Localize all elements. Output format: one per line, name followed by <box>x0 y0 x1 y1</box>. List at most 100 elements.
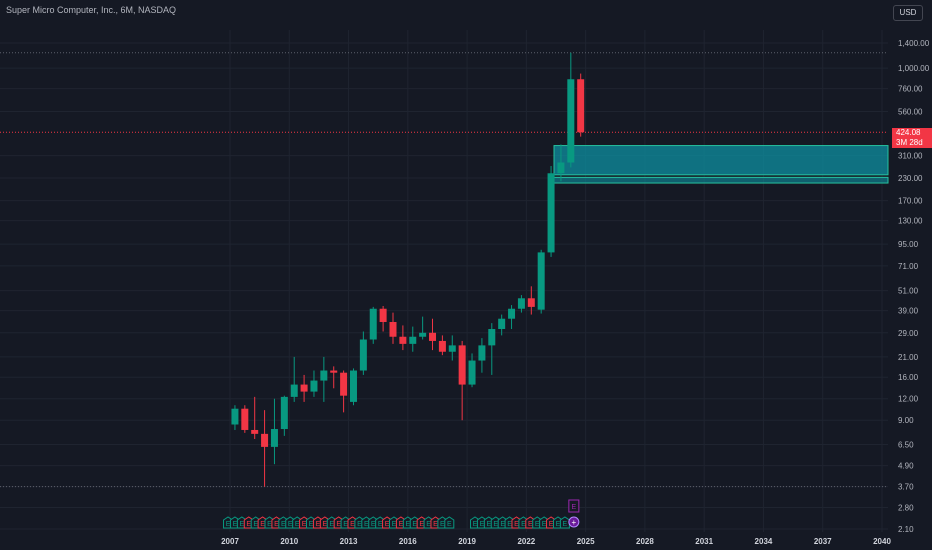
demand-zone <box>553 176 889 184</box>
earnings-letter: E <box>246 521 251 528</box>
earnings-letter: E <box>507 521 512 528</box>
candle-body <box>280 396 288 430</box>
candle-body <box>330 370 338 373</box>
earnings-letter: E <box>267 521 272 528</box>
earnings-letter: E <box>563 521 568 528</box>
earnings-letter: E <box>486 521 491 528</box>
x-tick-label: 2034 <box>755 537 773 546</box>
candle-body <box>349 370 357 402</box>
y-tick-label: 39.00 <box>898 307 919 316</box>
earnings-letter: E <box>226 521 231 528</box>
earnings-letter: E <box>274 521 279 528</box>
candle-body <box>300 384 308 392</box>
y-tick-label: 1,000.00 <box>898 64 930 73</box>
earnings-letter: E <box>405 521 410 528</box>
earnings-letter: E <box>419 521 424 528</box>
plus-icon: + <box>572 518 577 527</box>
candle-body <box>508 308 516 319</box>
candle-body <box>577 79 585 133</box>
y-tick-label: 760.00 <box>898 85 923 94</box>
y-tick-label: 230.00 <box>898 174 923 183</box>
candle-body <box>567 79 575 163</box>
earnings-letter: E <box>412 521 417 528</box>
earnings-letter: E <box>426 521 431 528</box>
candle-body <box>438 340 446 352</box>
earnings-letter: E <box>378 521 383 528</box>
currency-button[interactable]: USD <box>893 5 923 21</box>
next-earnings-letter: E <box>572 504 577 511</box>
candle-body <box>537 252 545 310</box>
candle-body <box>320 370 328 381</box>
earnings-letter: E <box>556 521 561 528</box>
earnings-letter: E <box>260 521 265 528</box>
earnings-letter: E <box>233 521 238 528</box>
x-tick-label: 2013 <box>340 537 358 546</box>
earnings-marker: E <box>444 516 455 529</box>
candle-body <box>488 329 496 346</box>
y-tick-label: 29.00 <box>898 329 919 338</box>
candle-body <box>231 408 239 425</box>
earnings-letter: E <box>288 521 293 528</box>
y-tick-label: 51.00 <box>898 287 919 296</box>
x-tick-label: 2040 <box>873 537 891 546</box>
earnings-letter: E <box>521 521 526 528</box>
x-tick-label: 2025 <box>577 537 595 546</box>
candle-body <box>399 336 407 344</box>
x-tick-label: 2007 <box>221 537 239 546</box>
earnings-letter: E <box>433 521 438 528</box>
candle-body <box>409 336 417 344</box>
candle-body <box>270 429 278 447</box>
candle-body <box>527 298 535 307</box>
earnings-letter: E <box>316 521 321 528</box>
candle-body <box>478 345 486 361</box>
y-tick-label: 2.10 <box>898 525 914 534</box>
y-tick-label: 71.00 <box>898 262 919 271</box>
y-tick-label: 170.00 <box>898 197 923 206</box>
x-tick-label: 2010 <box>280 537 298 546</box>
candle-body <box>290 384 298 397</box>
earnings-letter: E <box>399 521 404 528</box>
earnings-letter: E <box>371 521 376 528</box>
earnings-letter: E <box>473 521 478 528</box>
earnings-letter: E <box>309 521 314 528</box>
earnings-letter: E <box>295 521 300 528</box>
earnings-letter: E <box>440 521 445 528</box>
earnings-badge <box>444 516 455 529</box>
y-tick-label: 560.00 <box>898 107 923 116</box>
y-tick-label: 2.80 <box>898 503 914 512</box>
y-tick-label: 12.00 <box>898 395 919 404</box>
earnings-letter: E <box>385 521 390 528</box>
earnings-letter: E <box>281 521 286 528</box>
y-tick-label: 1,400.00 <box>898 39 930 48</box>
candles-group <box>231 52 585 487</box>
earnings-letter: E <box>350 521 355 528</box>
x-tick-label: 2022 <box>517 537 535 546</box>
earnings-letter: E <box>549 521 554 528</box>
y-tick-label: 21.00 <box>898 353 919 362</box>
candle-body <box>241 408 249 430</box>
y-axis: 2.10 2.80 3.70 4.90 6.50 9.00 12.00 16.00 21.00 2… <box>898 39 930 534</box>
earnings-letter: E <box>302 521 307 528</box>
earnings-letter: E <box>480 521 485 528</box>
last-price-countdown: 3M 28d <box>896 138 923 147</box>
last-price-label: 424.08 3M 28d <box>892 128 932 148</box>
x-tick-label: 2019 <box>458 537 476 546</box>
candle-body <box>557 162 565 174</box>
last-price-value: 424.08 <box>896 128 921 137</box>
symbol-title[interactable]: Super Micro Computer, Inc., 6M, NASDAQ <box>6 5 177 15</box>
earnings-letter: E <box>323 521 328 528</box>
candle-body <box>458 345 466 385</box>
add-event-button <box>568 516 580 528</box>
y-tick-label: 3.70 <box>898 483 914 492</box>
y-tick-label: 6.50 <box>898 441 914 450</box>
candle-body <box>517 298 525 309</box>
y-tick-label: 4.90 <box>898 462 914 471</box>
candle-body <box>251 429 259 434</box>
x-tick-label: 2028 <box>636 537 654 546</box>
y-tick-label: 16.00 <box>898 373 919 382</box>
y-tick-label: 95.00 <box>898 240 919 249</box>
y-tick-label: 9.00 <box>898 416 914 425</box>
